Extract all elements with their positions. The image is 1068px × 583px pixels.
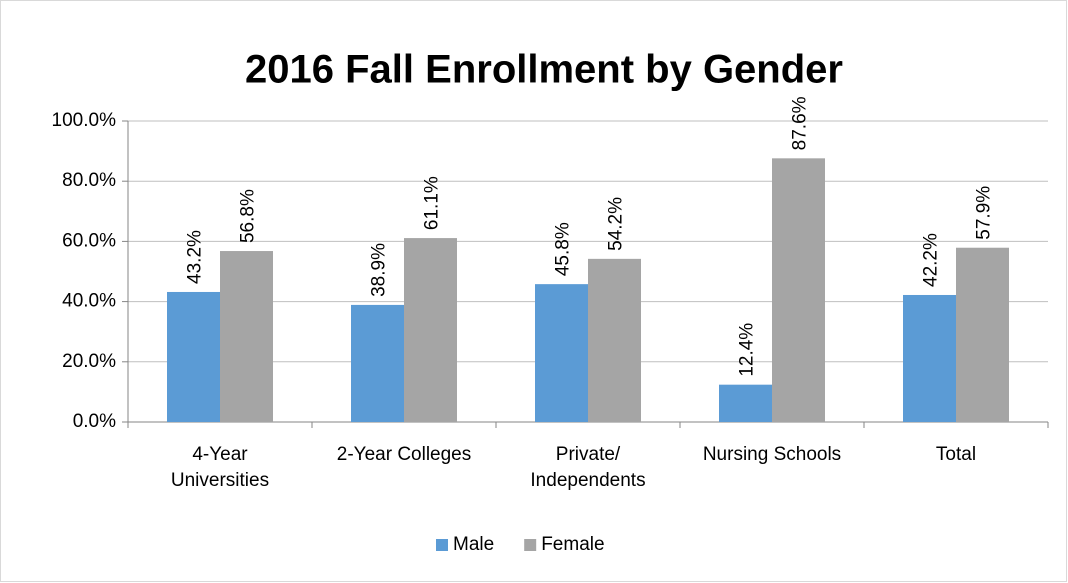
x-tick-label: 2-Year Colleges xyxy=(336,444,472,465)
bar xyxy=(404,238,457,422)
y-tick-label: 60.0% xyxy=(62,230,116,251)
bar xyxy=(220,251,273,422)
legend-label: Female xyxy=(541,534,604,555)
y-tick-label: 40.0% xyxy=(62,291,116,312)
x-tick-label: Nursing Schools xyxy=(702,444,842,465)
chart-title: 2016 Fall Enrollment by Gender xyxy=(245,48,843,92)
data-label: 87.6% xyxy=(790,96,811,150)
data-label: 42.2% xyxy=(921,233,942,287)
data-label: 56.8% xyxy=(238,189,259,243)
data-label: 61.1% xyxy=(422,176,443,230)
y-tick-label: 100.0% xyxy=(52,110,117,131)
bar xyxy=(535,284,588,422)
x-tick-label: 4-Year Universities xyxy=(170,444,270,491)
bar xyxy=(351,304,404,422)
data-label: 45.8% xyxy=(553,222,574,276)
bar xyxy=(167,291,220,422)
y-tick-label: 0.0% xyxy=(73,411,116,432)
legend-swatch xyxy=(436,539,448,551)
data-label: 43.2% xyxy=(185,230,206,284)
bar xyxy=(956,247,1009,422)
bar xyxy=(772,158,825,422)
x-tick-label: Total xyxy=(935,444,977,465)
y-tick-label: 20.0% xyxy=(62,351,116,372)
y-tick-label: 80.0% xyxy=(62,170,116,191)
legend-label: Male xyxy=(453,534,494,555)
data-label: 12.4% xyxy=(737,323,758,377)
bar xyxy=(588,258,641,422)
data-label: 54.2% xyxy=(606,197,627,251)
bar xyxy=(903,294,956,422)
data-label: 57.9% xyxy=(974,186,995,240)
x-tick-label: Private/ Independents xyxy=(530,444,646,491)
bar xyxy=(719,384,772,422)
data-label: 38.9% xyxy=(369,243,390,297)
legend-swatch xyxy=(524,539,537,551)
